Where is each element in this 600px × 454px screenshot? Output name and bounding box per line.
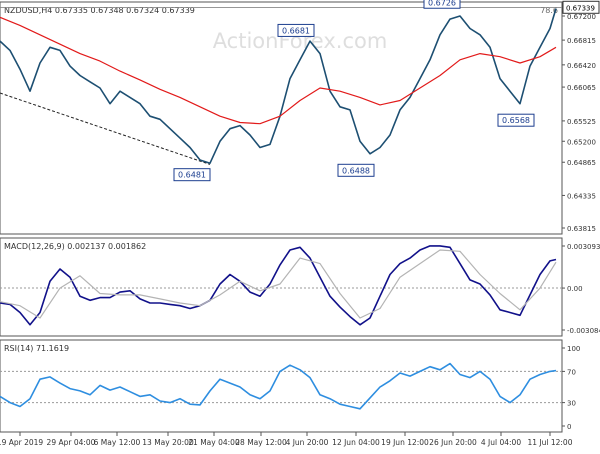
price-annotation-label: 0.6568	[502, 116, 530, 125]
price-y-tick-label: 0.66420	[567, 62, 596, 70]
fib-level-label: 78.6	[540, 6, 558, 15]
price-annotation-label: 0.6681	[282, 26, 310, 35]
x-tick-label: 29 Apr 04:00	[47, 438, 96, 447]
macd-series-main-line	[0, 245, 557, 326]
x-tick-label: 26 Jun 20:00	[429, 438, 477, 447]
macd-y-tick-label: 0.003093	[567, 243, 600, 251]
macd-y-tick-label: -0.003084	[567, 327, 600, 335]
price-annotation-label: 0.6488	[342, 166, 370, 175]
macd-series-signal-line	[0, 249, 557, 319]
rsi-series-main-line	[0, 362, 557, 410]
last-price-tag	[562, 0, 600, 14]
price-annotation-box	[497, 113, 535, 127]
price-axis: 0.67200 0.66815 0.66420 0.66065 0.65525 0.652…	[562, 13, 596, 233]
price-panel: ActionForex.com NZDUSD,H4 0.67335 0.6734…	[0, 0, 600, 235]
price-annotation-label: 0.6481	[178, 171, 206, 180]
price-annotation: 0.6481	[173, 168, 211, 182]
price-annotation: 0.6488	[337, 163, 375, 177]
price-y-tick-label: 0.66065	[567, 84, 596, 92]
macd-y-tick-label: 0.00	[567, 285, 583, 293]
rsi-y-tick-label: 100	[567, 345, 580, 353]
macd-panel-frame	[0, 237, 563, 337]
macd-axis: 0.003093 0.00 -0.003084	[562, 243, 600, 335]
x-tick-label: 12 Jun 04:00	[332, 438, 380, 447]
price-y-tick-label: 0.65200	[567, 138, 596, 146]
rsi-axis: 100 70 30 0	[562, 345, 580, 431]
price-annotation: 0.6568	[497, 113, 535, 127]
price-y-tick-label: 0.65525	[567, 118, 596, 126]
price-y-tick-label: 0.63815	[567, 225, 596, 233]
x-tick-label: 11 Jul 12:00	[528, 438, 573, 447]
price-annotation-box	[173, 168, 211, 182]
x-tick-label: 13 May 20:00	[142, 438, 194, 447]
x-tick-label: 28 May 12:00	[235, 438, 287, 447]
x-tick-label: 19 Jun 12:00	[381, 438, 429, 447]
last-price-label: 0.67339	[566, 4, 595, 12]
price-y-tick-label: 0.67200	[567, 13, 596, 21]
price-annotation-box	[423, 0, 461, 9]
price-series-signal-line	[0, 16, 557, 125]
x-tick-label: 4 Jun 20:00	[286, 438, 329, 447]
x-tick-label: 6 May 12:00	[94, 438, 141, 447]
rsi-panel-title: RSI(14) 71.1619	[4, 344, 69, 353]
x-tick-label: 21 May 04:00	[188, 438, 240, 447]
x-tick-label: 4 Jul 04:00	[481, 438, 521, 447]
price-panel-title: NZDUSD,H4 0.67335 0.67348 0.67324 0.6733…	[4, 6, 195, 15]
price-annotation-label: 0.6726	[428, 0, 456, 7]
rsi-panel: RSI(14) 71.1619 100 70 30 0	[0, 339, 580, 433]
price-panel-frame	[0, 1, 563, 235]
rsi-y-tick-label: 30	[567, 400, 576, 408]
rsi-y-tick-label: 0	[567, 423, 571, 431]
macd-panel: MACD(12,26,9) 0.002137 0.001862 0.003093…	[0, 237, 600, 337]
macd-panel-title: MACD(12,26,9) 0.002137 0.001862	[4, 242, 146, 251]
price-y-tick-label: 0.64865	[567, 159, 596, 167]
price-annotation-box	[277, 23, 315, 37]
price-y-tick-label: 0.64335	[567, 192, 596, 200]
price-annotation: 0.6726	[423, 0, 461, 9]
time-axis: 19 Apr 2019 29 Apr 04:006 May 12:00 13 May…	[0, 432, 573, 447]
rsi-panel-frame	[0, 339, 563, 433]
x-tick-label: 19 Apr 2019	[0, 438, 43, 447]
price-y-tick-label: 0.66815	[567, 37, 596, 45]
price-annotation: 0.6681	[277, 23, 315, 37]
price-annotation-box	[337, 163, 375, 177]
rsi-y-tick-label: 70	[567, 368, 576, 376]
support-trendline	[0, 92, 211, 165]
